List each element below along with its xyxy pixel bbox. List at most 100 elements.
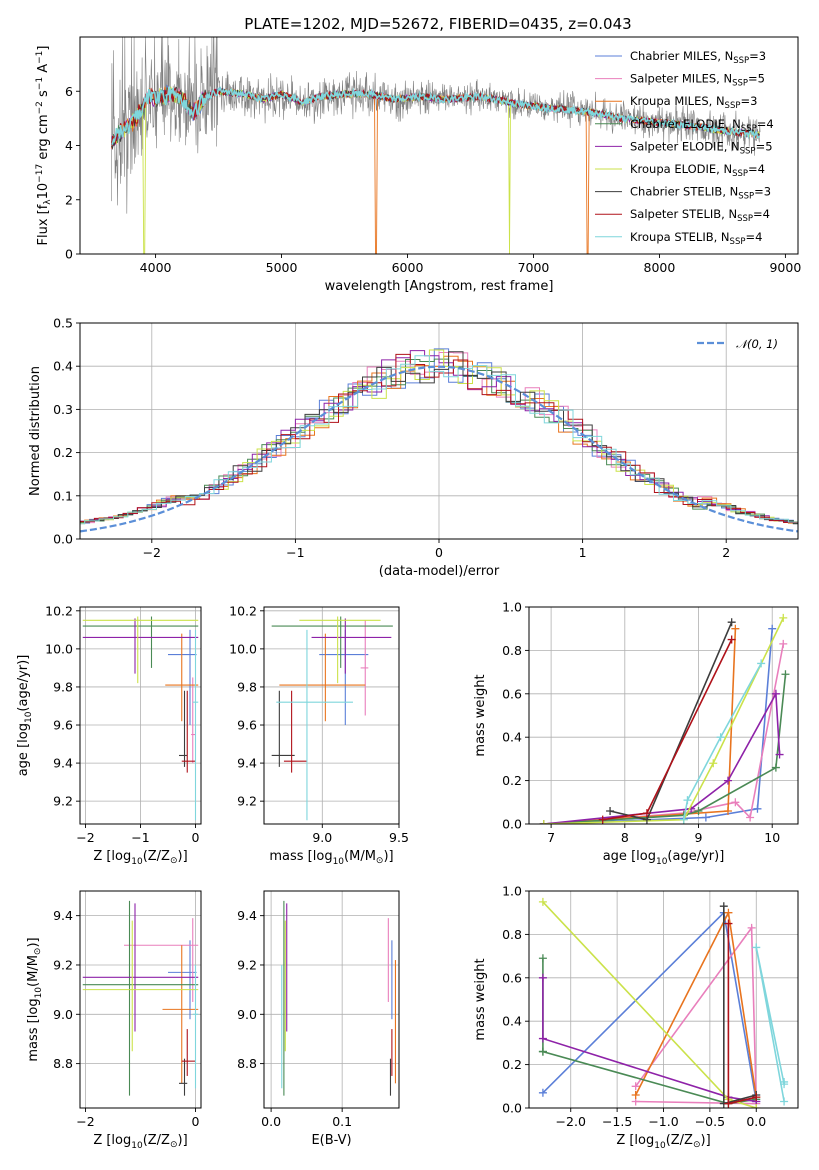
x-tick-label: 9 — [695, 830, 703, 845]
y-tick-label: 0.2 — [502, 1057, 522, 1072]
x-tick-label: 0.1 — [332, 1114, 352, 1129]
y-tick-label: 10.0 — [229, 641, 257, 656]
x-tick-label: 7000 — [518, 260, 550, 275]
age_vs_mass-frame — [263, 606, 400, 825]
x-tick-label: 9.5 — [389, 830, 409, 845]
error-bar-kroupa_stelib — [192, 964, 199, 1089]
weight-marker — [771, 689, 780, 698]
error-bar-chabrier_stelib — [271, 690, 295, 767]
error-bar-chabrier_elodie — [82, 616, 199, 668]
x-tick-label: −2 — [76, 830, 94, 845]
weight-marker — [731, 798, 740, 807]
weight-marker — [752, 1093, 761, 1102]
weight-marker — [694, 806, 703, 815]
age_vs_z-grid — [80, 607, 201, 824]
weight-marker — [779, 613, 788, 622]
y-tick-label: 9.2 — [237, 957, 257, 972]
mass_weight_vs_age-panel: 7 8 9 10 0.0 0.2 0.4 0.6 0.8 1.0 age [log10(age/yr… — [473, 600, 799, 867]
mass_vs_z-ylabel: mass [log10(M/M⊙)] — [26, 937, 44, 1061]
y-tick-label: 4 — [65, 138, 73, 153]
spectrum-legend: Chabrier MILES, NSSP=3 Salpeter MILES, NS… — [595, 49, 774, 247]
weight-marker — [679, 815, 688, 824]
mass_vs_z-frame — [79, 890, 202, 1109]
residuals-xlabel: (data-model)/error — [379, 564, 500, 579]
y-tick-label: 8.8 — [237, 1056, 257, 1071]
error-bar-kroupa_miles — [165, 633, 199, 722]
error-bar-kroupa_elodie — [82, 616, 199, 684]
mass_weight_vs_age-frame — [528, 606, 799, 825]
weight-line-kroupa_stelib — [755, 947, 785, 1102]
x-tick-label: 0.0 — [746, 1114, 766, 1129]
weight-marker — [716, 733, 725, 742]
y-tick-label: 0.8 — [502, 643, 522, 658]
weight-line-chabrier_stelib — [609, 621, 733, 821]
weight-marker — [747, 923, 756, 932]
weight-marker — [757, 659, 766, 668]
age_vs_z-panel: −2 −1 0 9.2 9.4 9.6 9.8 10.0 10.2 Z [log10(Z/Z⊙)]… — [16, 603, 202, 867]
error-bar-chabrier_miles — [319, 629, 369, 726]
weight-marker — [768, 624, 777, 633]
y-tick-label: 9.2 — [237, 794, 257, 809]
normal-distribution-curve — [80, 365, 798, 533]
x-tick-label: 0 — [192, 830, 200, 845]
weight-marker — [642, 809, 651, 818]
weight-marker — [780, 1097, 789, 1106]
figure-title: PLATE=1202, MJD=52672, FIBERID=0435, z=0… — [244, 15, 631, 33]
weight-line-salpeter_elodie — [543, 691, 781, 824]
y-tick-label: 0.4 — [53, 359, 73, 374]
residuals-panel: −2 −1 0 1 2 0.0 0.1 0.2 0.3 0.4 0.5 𝒩(0, 1) (data-mo… — [28, 316, 799, 579]
age_vs_z-ylabel: age [log10(age/yr)] — [16, 655, 34, 777]
weight-marker — [752, 943, 761, 952]
y-tick-label: 9.2 — [53, 794, 73, 809]
mass_weight_vs_age-xlabel: age [log10(age/yr)] — [603, 849, 725, 867]
y-tick-label: 1.0 — [502, 600, 522, 615]
error-bar-salpeter_elodie — [82, 618, 199, 674]
weight-marker — [771, 763, 780, 772]
x-tick-label: −1.0 — [648, 1114, 678, 1129]
y-tick-label: 0.0 — [502, 817, 522, 832]
y-tick-label: 9.6 — [237, 718, 257, 733]
x-tick-label: −2 — [143, 545, 161, 560]
weight-marker — [538, 1047, 547, 1056]
weight-marker — [753, 804, 762, 813]
mass_vs_z-xlabel: Z [log10(Z/Z⊙)] — [93, 1133, 187, 1151]
y-tick-label: 10.2 — [229, 603, 257, 618]
x-tick-label: 4000 — [140, 260, 172, 275]
x-tick-label: 1 — [579, 545, 587, 560]
weight-marker — [724, 919, 733, 928]
weight-line-kroupa_miles — [543, 628, 737, 824]
legend-entry: 𝒩(0, 1) — [736, 337, 778, 351]
weight-line-salpeter_miles — [543, 643, 785, 824]
y-tick-label: 2 — [65, 192, 73, 207]
weight-marker — [746, 813, 755, 822]
y-tick-label: 9.2 — [53, 957, 73, 972]
y-tick-label: 6 — [65, 84, 73, 99]
legend-entry: Kroupa ELODIE, NSSP=4 — [630, 162, 765, 179]
age_vs_z-xlabel: Z [log10(Z/Z⊙)] — [93, 849, 187, 867]
mass_weight_vs_age-grid — [529, 606, 798, 825]
weight-line-kroupa_elodie — [543, 617, 785, 824]
residual-histogram-salpeter_stelib — [80, 353, 798, 525]
mass_vs_z-plot-area — [82, 900, 199, 1096]
error-bar-salpeter_miles — [360, 620, 369, 716]
age_vs_mass-xlabel: mass [log10(M/M⊙)] — [269, 849, 393, 867]
weight-line-kroupa_stelib — [683, 663, 762, 820]
weight-marker — [723, 806, 732, 815]
y-tick-label: 0.2 — [53, 445, 73, 460]
weight-marker — [538, 973, 547, 982]
y-tick-label: 0 — [65, 247, 73, 262]
legend-entry: Kroupa MILES, NSSP=3 — [630, 94, 757, 111]
x-tick-label: −2 — [76, 1114, 94, 1129]
y-tick-label: 0.6 — [502, 970, 522, 985]
mass_weight_vs_z-plot-area — [538, 897, 789, 1108]
weight-marker — [631, 1090, 640, 1099]
mass_vs_z-grid — [80, 891, 201, 1108]
y-tick-label: 0.3 — [53, 402, 73, 417]
legend-entry: Kroupa STELIB, NSSP=4 — [630, 230, 762, 247]
age_vs_mass-plot-area — [271, 616, 393, 821]
x-tick-label: 0 — [435, 545, 443, 560]
y-tick-label: 0.0 — [53, 532, 73, 547]
error-bar-kroupa_elodie — [82, 920, 199, 1052]
weight-marker — [598, 815, 607, 824]
model-spectrum-kroupa_stelib — [111, 86, 761, 146]
